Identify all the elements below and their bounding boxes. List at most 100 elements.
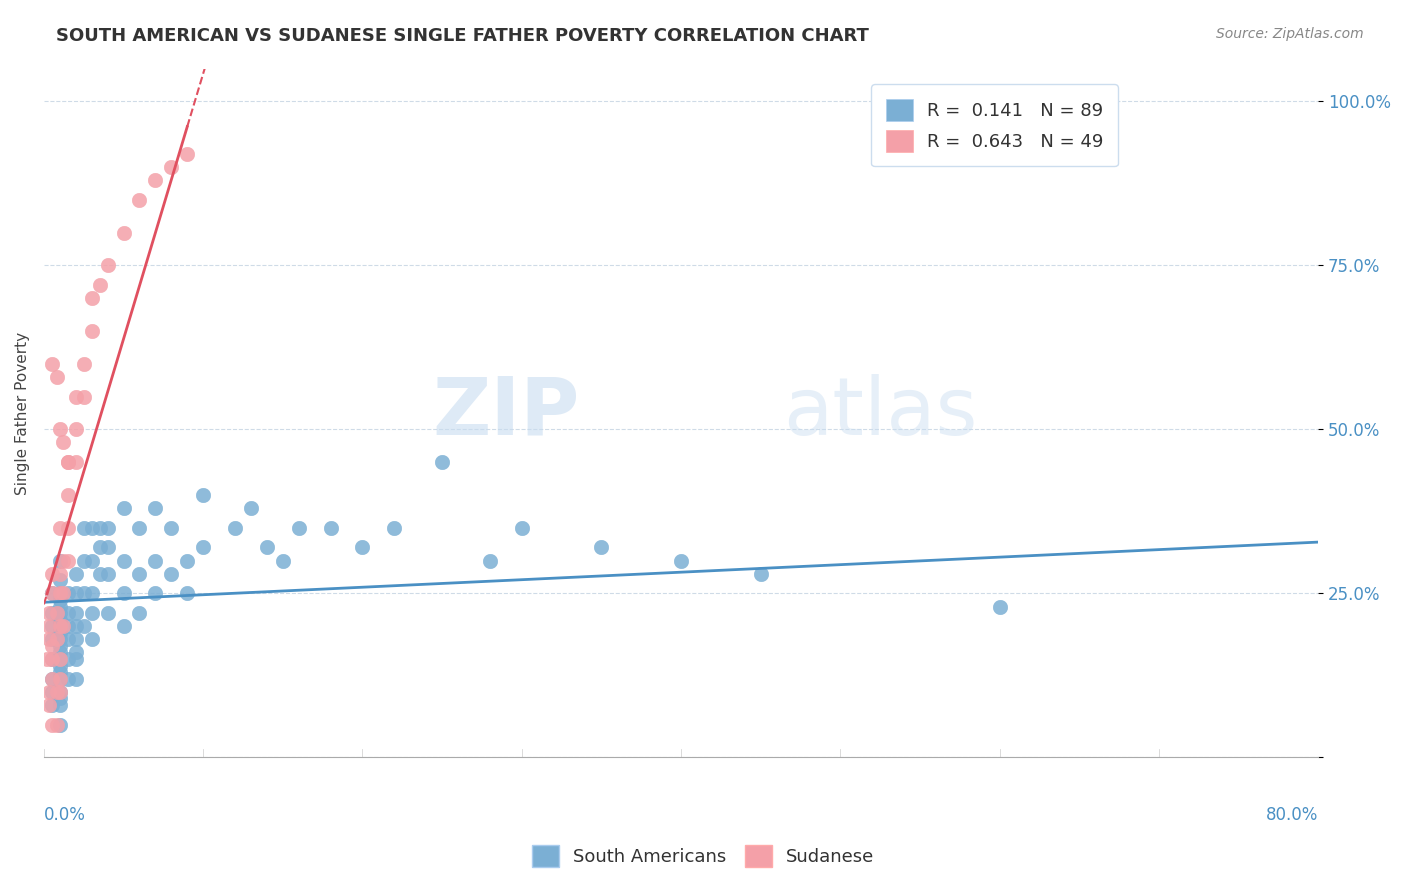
Point (41, 606, 63, 620)
Point (478, 553, 501, 567)
Legend: R =  0.141   N = 89, R =  0.643   N = 49: R = 0.141 N = 89, R = 0.643 N = 49 (872, 85, 1118, 167)
Point (45, 606, 67, 620)
Point (41, 672, 63, 686)
Point (56, 632, 79, 647)
Point (56, 672, 79, 686)
Point (65, 606, 87, 620)
Point (56, 586, 79, 600)
Point (35, 652, 58, 666)
Point (128, 606, 150, 620)
Point (38, 698, 60, 712)
Y-axis label: Single Father Poverty: Single Father Poverty (15, 332, 30, 494)
Point (56, 652, 79, 666)
Text: atlas: atlas (783, 374, 977, 452)
Point (65, 390, 87, 404)
Text: Source: ZipAtlas.com: Source: ZipAtlas.com (1216, 27, 1364, 41)
Point (41, 672, 63, 686)
Point (73, 357, 96, 371)
Point (56, 455, 79, 469)
Point (49, 698, 72, 712)
Point (56, 521, 79, 535)
Point (41, 652, 63, 666)
Point (41, 586, 63, 600)
Point (319, 521, 342, 535)
Point (38, 619, 60, 633)
Point (80, 632, 103, 647)
Point (49, 717, 72, 731)
Point (41, 698, 63, 712)
Point (41, 685, 63, 699)
Point (112, 619, 135, 633)
Point (52, 586, 75, 600)
Point (89, 541, 111, 555)
Point (49, 685, 72, 699)
Point (97, 541, 120, 555)
Point (45, 370, 67, 384)
Point (41, 639, 63, 653)
Point (56, 606, 79, 620)
Point (38, 632, 60, 647)
Point (160, 521, 183, 535)
Point (271, 553, 294, 567)
Point (224, 521, 246, 535)
Point (240, 501, 263, 516)
Point (73, 390, 96, 404)
Point (65, 566, 87, 581)
Point (49, 422, 72, 436)
Point (49, 566, 72, 581)
Point (49, 639, 72, 653)
Point (97, 258, 120, 272)
Point (49, 672, 72, 686)
Point (112, 501, 135, 516)
Point (56, 619, 79, 633)
Point (145, 501, 167, 516)
Point (49, 652, 72, 666)
Point (669, 553, 692, 567)
Point (65, 652, 87, 666)
Point (65, 422, 87, 436)
Point (49, 606, 72, 620)
Point (89, 278, 111, 293)
Point (591, 541, 613, 555)
Point (89, 566, 111, 581)
Point (49, 619, 72, 633)
Point (80, 586, 103, 600)
Point (38, 606, 60, 620)
Point (49, 645, 72, 659)
Point (49, 553, 72, 567)
Point (145, 173, 167, 187)
Point (176, 586, 198, 600)
Point (256, 541, 278, 555)
Point (382, 521, 405, 535)
Point (52, 619, 75, 633)
Point (73, 586, 96, 600)
Point (49, 665, 72, 679)
Text: ZIP: ZIP (432, 374, 579, 452)
Point (52, 435, 75, 450)
Point (73, 521, 96, 535)
Point (41, 652, 63, 666)
Point (49, 625, 72, 640)
Point (80, 553, 103, 567)
Point (65, 455, 87, 469)
Legend: South Americans, Sudanese: South Americans, Sudanese (524, 838, 882, 874)
Point (49, 685, 72, 699)
Point (41, 632, 63, 647)
Point (49, 632, 72, 647)
Point (49, 691, 72, 706)
Point (49, 599, 72, 614)
Point (97, 566, 120, 581)
Point (56, 553, 79, 567)
Point (56, 455, 79, 469)
Point (176, 553, 198, 567)
Point (97, 606, 120, 620)
Point (49, 521, 72, 535)
Point (89, 521, 111, 535)
Point (65, 645, 87, 659)
Text: 80.0%: 80.0% (1265, 805, 1319, 823)
Point (112, 553, 135, 567)
Point (41, 566, 63, 581)
Point (112, 226, 135, 240)
Point (112, 586, 135, 600)
Point (49, 613, 72, 627)
